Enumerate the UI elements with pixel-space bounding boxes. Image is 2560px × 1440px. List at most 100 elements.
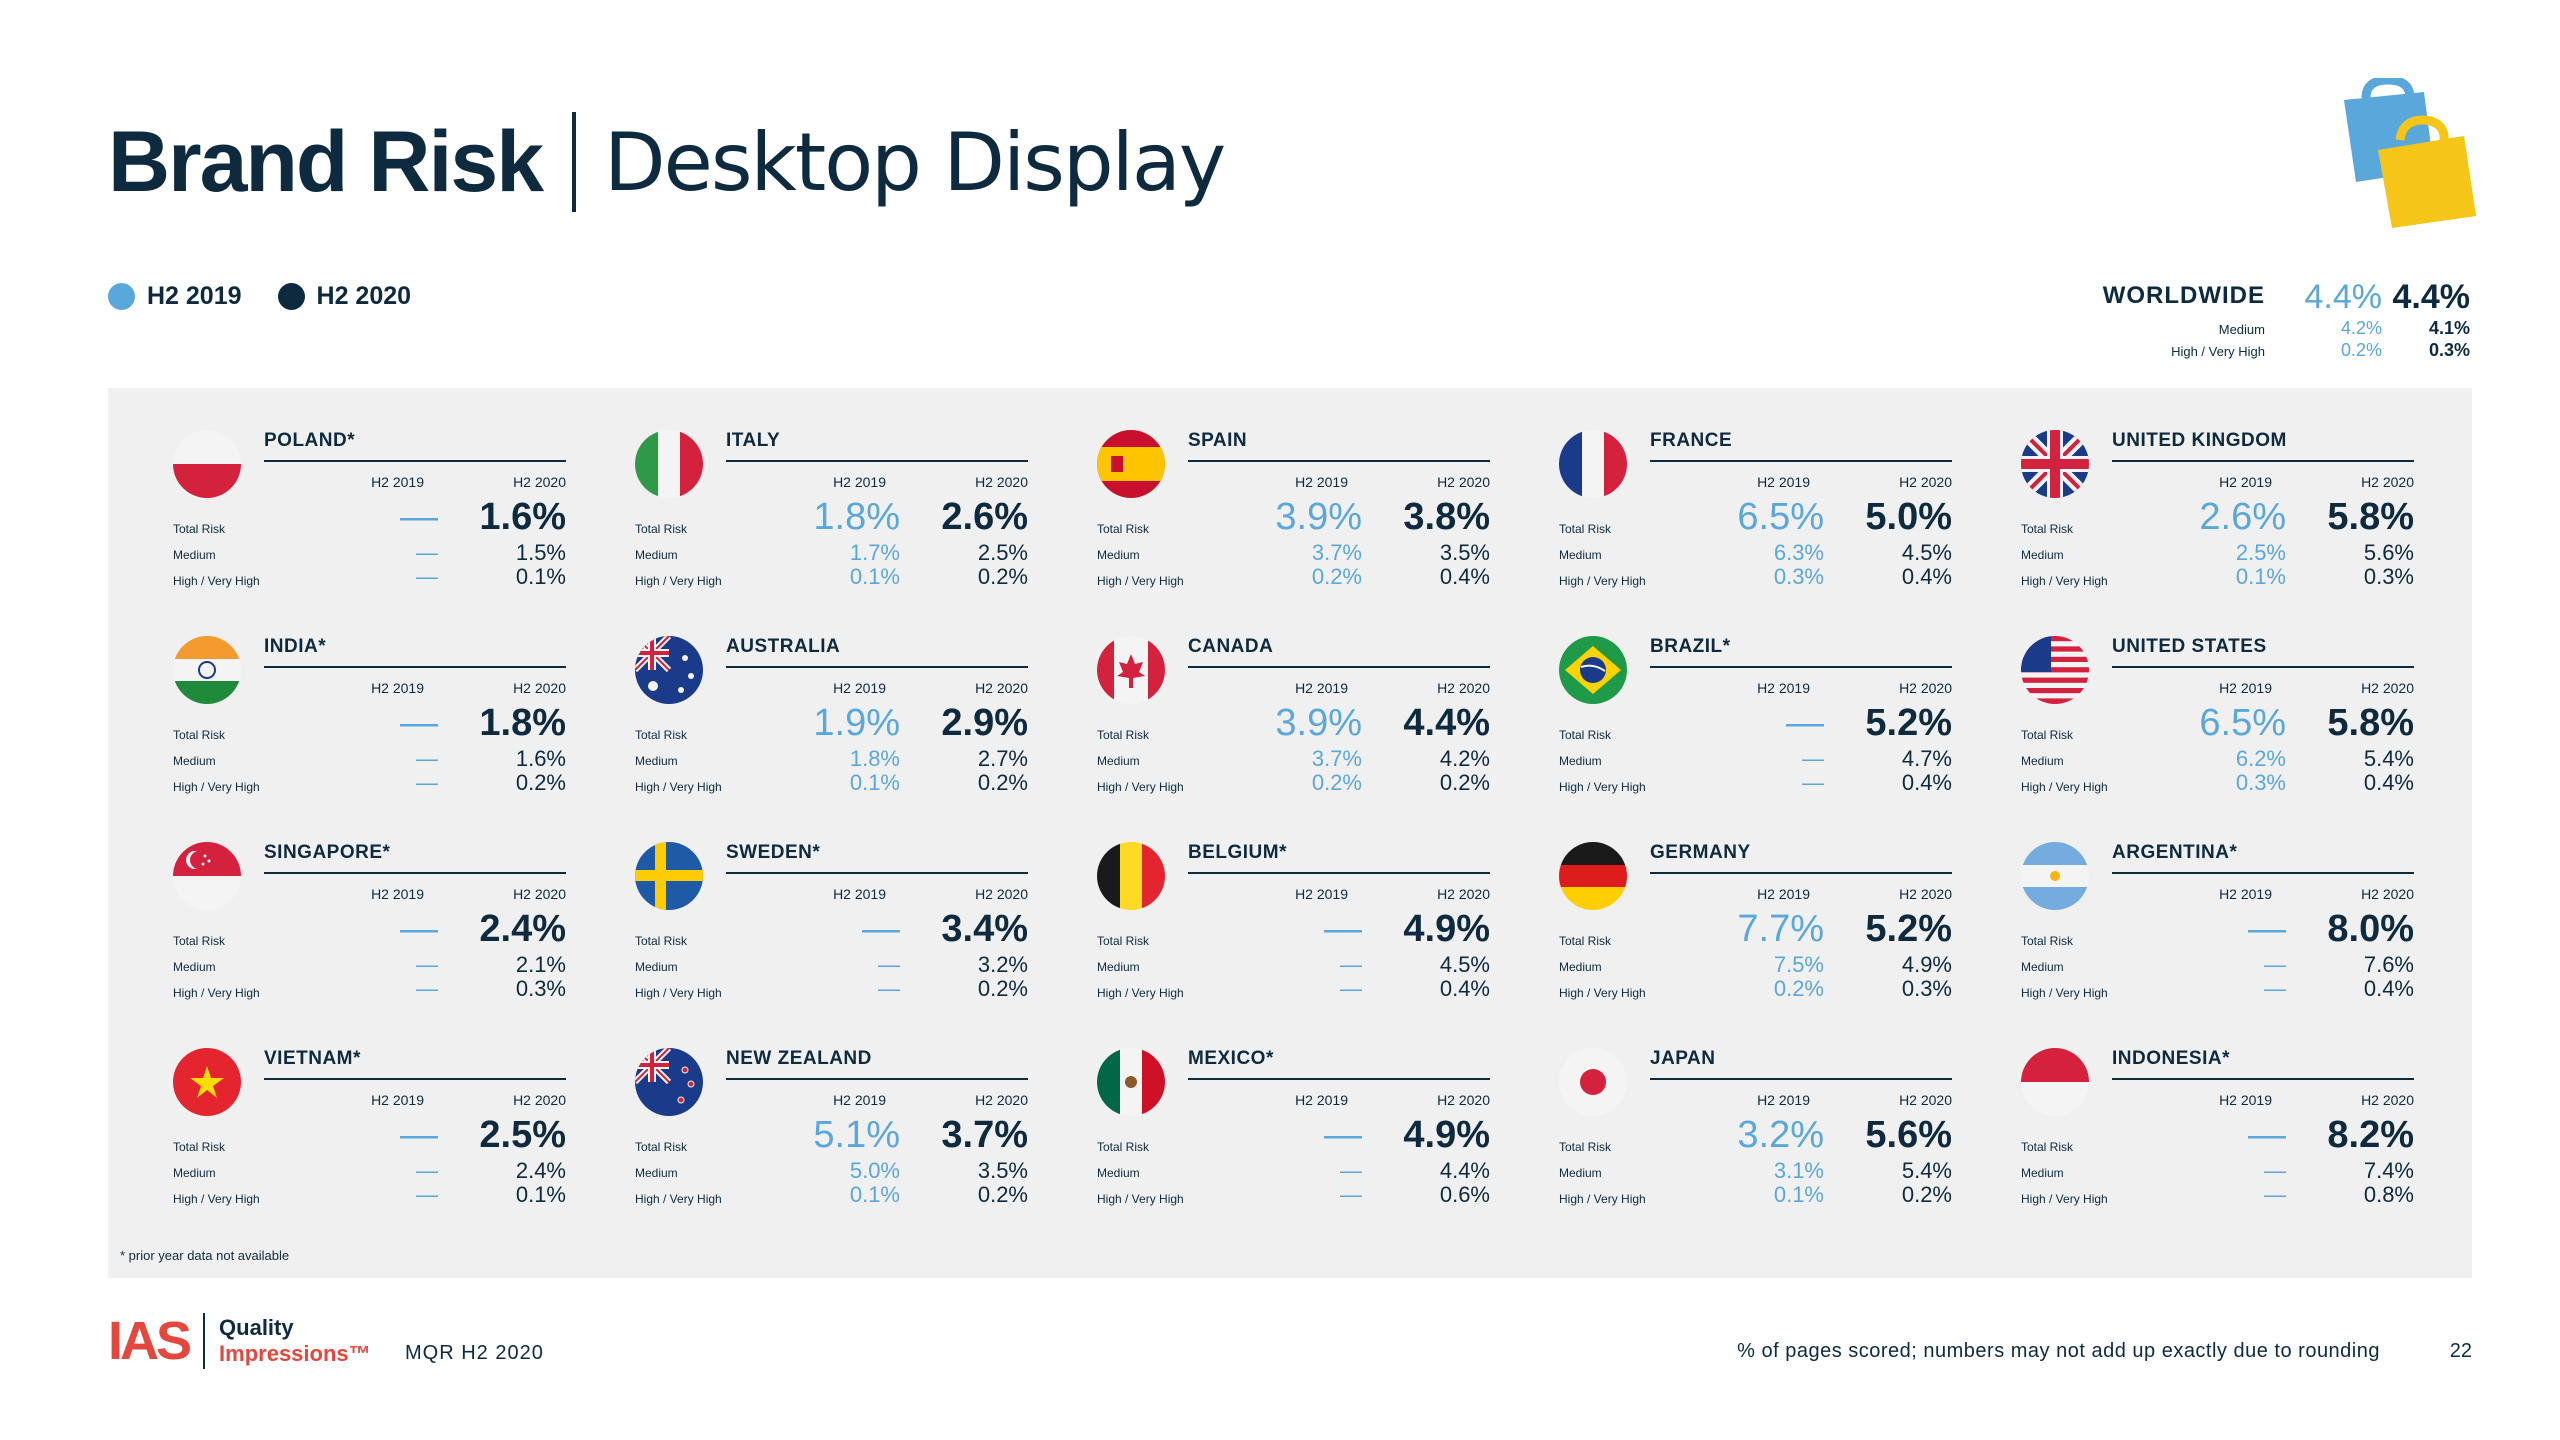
medium-2019: —: [416, 540, 438, 565]
medium-2020: 4.5%: [1901, 540, 1952, 565]
high-2020: 0.4%: [1901, 564, 1952, 589]
medium-2020: 4.5%: [1439, 952, 1490, 977]
column-h2020: H2 2020: [513, 680, 566, 696]
column-h2019: H2 2019: [2219, 680, 2272, 696]
header-rule: [1188, 1078, 1490, 1080]
vietnam-flag-icon: [173, 1048, 241, 1116]
column-h2019: H2 2019: [1757, 1092, 1810, 1108]
total-risk-2020: 3.8%: [1403, 496, 1490, 538]
high-2020: 0.2%: [977, 976, 1028, 1001]
country-name: ARGENTINA*: [2112, 842, 2238, 863]
country-name: POLAND*: [264, 430, 356, 451]
medium-label: Medium: [1097, 1166, 1140, 1180]
country-name: GERMANY: [1650, 842, 1751, 863]
country-name: INDIA*: [264, 636, 327, 657]
medium-2019: 6.2%: [2235, 746, 2286, 771]
column-h2020: H2 2020: [1899, 886, 1952, 902]
medium-2020: 4.9%: [1901, 952, 1952, 977]
header-rule: [1650, 666, 1952, 668]
high-2019: 0.2%: [1311, 564, 1362, 589]
medium-2019: —: [416, 1158, 438, 1183]
column-h2020: H2 2020: [2361, 680, 2414, 696]
medium-label: Medium: [173, 754, 216, 768]
column-h2020: H2 2020: [1437, 1092, 1490, 1108]
column-h2019: H2 2019: [371, 680, 424, 696]
medium-label: Medium: [1097, 960, 1140, 974]
high-2020: 0.4%: [2363, 976, 2414, 1001]
total-risk-2020: 5.8%: [2327, 702, 2414, 744]
worldwide-medium-label: Medium: [2218, 322, 2265, 337]
total-risk-label: Total Risk: [635, 1140, 688, 1154]
column-h2020: H2 2020: [513, 886, 566, 902]
country-card: UNITED KINGDOM H2 2019 H2 2020 Total Risk Me…: [1956, 388, 2414, 589]
country-name: JAPAN: [1650, 1048, 1716, 1069]
column-h2019: H2 2019: [833, 680, 886, 696]
logo-line-2: Impressions™: [219, 1341, 371, 1366]
country-card: NEW ZEALAND H2 2019 H2 2020 Total Risk Mediu…: [570, 1006, 1028, 1207]
header-rule: [1188, 460, 1490, 462]
high-2019: —: [416, 770, 438, 795]
medium-label: Medium: [1097, 754, 1140, 768]
column-h2020: H2 2020: [2361, 474, 2414, 490]
medium-2019: —: [2264, 952, 2286, 977]
usa-flag-icon: [2021, 636, 2089, 704]
total-risk-label: Total Risk: [635, 522, 688, 536]
total-risk-2020: 1.6%: [479, 496, 566, 538]
australia-flag-icon: [635, 636, 703, 704]
total-risk-2020: 5.6%: [1865, 1114, 1952, 1156]
medium-2019: 3.1%: [1773, 1158, 1824, 1183]
country-name: SPAIN: [1188, 430, 1248, 451]
total-risk-2019: —: [400, 1114, 438, 1156]
total-risk-2019: 3.2%: [1737, 1114, 1824, 1156]
total-risk-2020: 2.5%: [479, 1114, 566, 1156]
total-risk-2019: —: [1324, 1114, 1362, 1156]
total-risk-2019: —: [1786, 702, 1824, 744]
total-risk-2019: 3.9%: [1275, 702, 1362, 744]
column-h2019: H2 2019: [2219, 474, 2272, 490]
total-risk-label: Total Risk: [1559, 1140, 1612, 1154]
high-2019: —: [416, 564, 438, 589]
column-h2019: H2 2019: [1757, 680, 1810, 696]
high-2019: —: [416, 1182, 438, 1207]
high-2019: 0.3%: [1773, 564, 1824, 589]
medium-label: Medium: [2021, 1166, 2064, 1180]
medium-label: Medium: [1559, 548, 1602, 562]
high-2019: —: [2264, 1182, 2286, 1207]
medium-label: Medium: [635, 960, 678, 974]
high-2020: 0.2%: [1439, 770, 1490, 795]
country-card: SINGAPORE* H2 2019 H2 2020 Total Risk Medium…: [108, 800, 566, 1001]
country-name: NEW ZEALAND: [726, 1048, 872, 1069]
total-risk-2019: 1.9%: [813, 702, 900, 744]
high-2019: —: [416, 976, 438, 1001]
medium-2019: 1.7%: [849, 540, 900, 565]
country-card: ARGENTINA* H2 2019 H2 2020 Total Risk Medium…: [1956, 800, 2414, 1001]
column-h2019: H2 2019: [371, 1092, 424, 1108]
logo-divider: [203, 1313, 206, 1369]
high-2020: 0.8%: [2363, 1182, 2414, 1207]
total-risk-2020: 2.9%: [941, 702, 1028, 744]
column-h2020: H2 2020: [975, 680, 1028, 696]
column-h2020: H2 2020: [1899, 1092, 1952, 1108]
title-divider: [572, 112, 577, 212]
header-rule: [726, 460, 1028, 462]
medium-label: Medium: [173, 960, 216, 974]
medium-2019: —: [1340, 1158, 1362, 1183]
header-rule: [264, 872, 566, 874]
header-rule: [1650, 1078, 1952, 1080]
worldwide-medium-2019: 4.2%: [2340, 318, 2382, 338]
shopping-bags-icon: [2338, 75, 2478, 228]
total-risk-label: Total Risk: [1097, 728, 1150, 742]
country-name: INDONESIA*: [2112, 1048, 2230, 1069]
column-h2019: H2 2019: [2219, 886, 2272, 902]
medium-2020: 3.5%: [977, 1158, 1028, 1183]
header-rule: [1188, 872, 1490, 874]
high-2020: 0.1%: [515, 1182, 566, 1207]
france-flag-icon: [1559, 430, 1627, 498]
country-name: CANADA: [1188, 636, 1274, 657]
new-zealand-flag-icon: [635, 1048, 703, 1116]
total-risk-2019: —: [862, 908, 900, 950]
header-rule: [2112, 666, 2414, 668]
total-risk-2020: 3.7%: [941, 1114, 1028, 1156]
title-light: Desktop Display: [604, 115, 1226, 209]
high-2020: 0.2%: [977, 1182, 1028, 1207]
